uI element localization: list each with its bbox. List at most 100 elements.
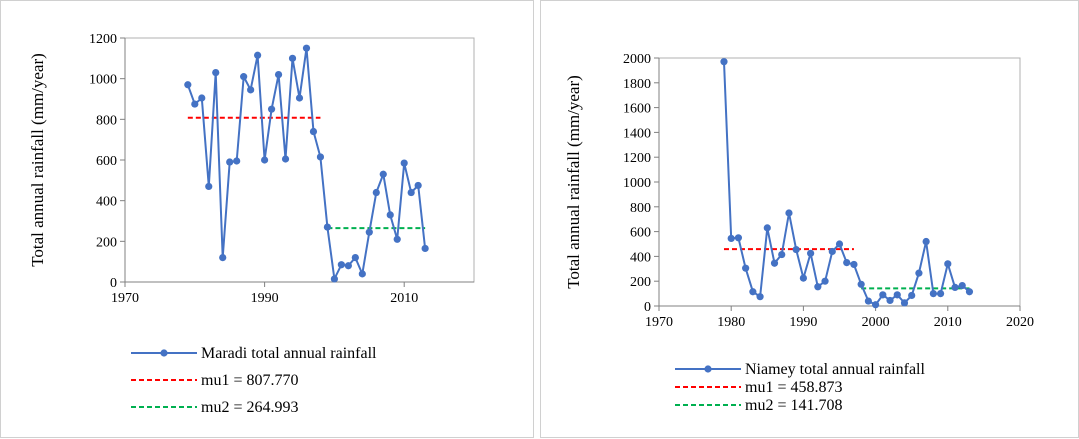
y-tick-label: 1200 bbox=[89, 32, 117, 47]
data-point bbox=[922, 237, 930, 246]
data-point bbox=[850, 260, 858, 269]
data-point bbox=[240, 73, 248, 81]
data-point bbox=[900, 299, 909, 307]
data-point bbox=[814, 283, 822, 291]
data-point bbox=[915, 269, 923, 277]
y-tick-label: 800 bbox=[96, 113, 117, 128]
data-point bbox=[944, 260, 952, 268]
data-point bbox=[864, 297, 872, 305]
y-tick-label: 1200 bbox=[623, 151, 651, 166]
legend-mean-label-2: mu2 = 264.993 bbox=[201, 399, 298, 416]
data-point bbox=[421, 244, 429, 253]
x-tick-label: 1990 bbox=[251, 291, 279, 306]
y-tick-label: 1400 bbox=[623, 126, 651, 141]
plot-area bbox=[124, 37, 475, 283]
data-point bbox=[720, 58, 728, 66]
legend-series-label: Maradi total annual rainfall bbox=[201, 345, 377, 362]
series-line bbox=[186, 48, 427, 283]
data-point bbox=[929, 290, 937, 298]
y-tick-label: 1000 bbox=[89, 73, 117, 88]
y-tick-label: 200 bbox=[630, 275, 651, 290]
data-point bbox=[727, 234, 735, 243]
data-point bbox=[414, 181, 422, 190]
data-point bbox=[358, 270, 366, 278]
data-point bbox=[792, 245, 800, 254]
legend-mean-label-1: mu1 = 807.770 bbox=[201, 372, 298, 389]
y-tick-label: 400 bbox=[96, 195, 117, 210]
x-tick-label: 2020 bbox=[1006, 315, 1034, 330]
data-point bbox=[857, 280, 865, 288]
x-tick-label: 2010 bbox=[390, 291, 418, 306]
data-point bbox=[309, 127, 318, 136]
legend-series-marker bbox=[704, 365, 712, 373]
data-point bbox=[778, 250, 786, 259]
niamey-chart-svg: 0 200 400 600 800 1000 1200 1400 1600 1800 2000 197… bbox=[564, 52, 1034, 414]
y-tick-label: 600 bbox=[630, 226, 651, 241]
maradi-chart-svg: 0 200 400 600 800 1000 1200 1970 1990 2010 Total a… bbox=[28, 32, 475, 416]
data-point bbox=[372, 188, 380, 197]
data-point bbox=[295, 94, 304, 102]
data-point bbox=[393, 235, 401, 243]
data-point bbox=[351, 254, 359, 262]
x-tick-label: 1970 bbox=[645, 315, 673, 330]
data-point bbox=[958, 281, 966, 290]
y-tick-label: 400 bbox=[630, 250, 651, 265]
data-point bbox=[893, 291, 901, 299]
data-point bbox=[951, 283, 959, 291]
x-tick-label: 2000 bbox=[862, 315, 890, 330]
maradi-chart-panel: 0 200 400 600 800 1000 1200 1970 1990 2010 Total a… bbox=[0, 0, 534, 438]
data-point bbox=[212, 68, 220, 77]
data-point bbox=[344, 262, 352, 270]
data-point bbox=[323, 223, 332, 231]
y-tick-label: 600 bbox=[96, 154, 117, 169]
y-axis-label: Total annual rainfall (mm/year) bbox=[28, 53, 47, 267]
series-line bbox=[723, 61, 971, 307]
y-tick-label: 200 bbox=[96, 235, 117, 250]
data-point bbox=[267, 105, 276, 113]
data-point bbox=[886, 296, 894, 305]
data-point bbox=[330, 275, 338, 283]
data-point bbox=[191, 100, 199, 108]
data-point bbox=[274, 71, 283, 79]
data-point bbox=[843, 259, 851, 267]
data-point bbox=[821, 277, 829, 285]
data-point bbox=[288, 54, 297, 62]
data-point bbox=[198, 94, 206, 102]
data-point bbox=[379, 170, 387, 178]
legend-mean-label-1: mu1 = 458.873 bbox=[745, 379, 842, 396]
data-point bbox=[835, 240, 844, 248]
data-point bbox=[233, 157, 241, 165]
data-point bbox=[756, 293, 764, 301]
data-point bbox=[763, 224, 771, 232]
y-tick-label: 2000 bbox=[623, 52, 651, 67]
y-axis-label: Total annual rainfall (mm/year) bbox=[564, 75, 583, 289]
legend-mean-label-2: mu2 = 141.708 bbox=[745, 397, 842, 414]
data-point bbox=[799, 274, 807, 282]
data-point bbox=[807, 249, 815, 257]
data-point bbox=[261, 156, 269, 164]
data-point bbox=[302, 44, 311, 52]
data-point bbox=[281, 155, 290, 163]
data-point bbox=[872, 301, 880, 309]
data-point bbox=[226, 158, 234, 166]
plot-area bbox=[658, 57, 1021, 307]
x-tick-label: 1980 bbox=[717, 315, 745, 330]
legend-series-marker bbox=[160, 349, 168, 357]
y-tick-label: 0 bbox=[110, 276, 117, 291]
data-point bbox=[828, 247, 836, 256]
data-point bbox=[734, 234, 743, 242]
data-point bbox=[386, 211, 394, 219]
x-tick-label: 1990 bbox=[789, 315, 817, 330]
data-point bbox=[184, 81, 192, 89]
data-point bbox=[337, 261, 345, 269]
niamey-chart-panel: 0 200 400 600 800 1000 1200 1400 1600 1800 2000 197… bbox=[540, 0, 1079, 438]
legend-series-label: Niamey total annual rainfall bbox=[745, 361, 925, 378]
data-point bbox=[908, 291, 916, 300]
data-point bbox=[742, 264, 750, 272]
data-point bbox=[205, 182, 213, 191]
data-point bbox=[219, 254, 227, 262]
x-tick-label: 1970 bbox=[111, 291, 139, 306]
y-tick-label: 1000 bbox=[623, 176, 651, 191]
data-point bbox=[365, 228, 373, 236]
y-tick-label: 800 bbox=[630, 201, 651, 216]
